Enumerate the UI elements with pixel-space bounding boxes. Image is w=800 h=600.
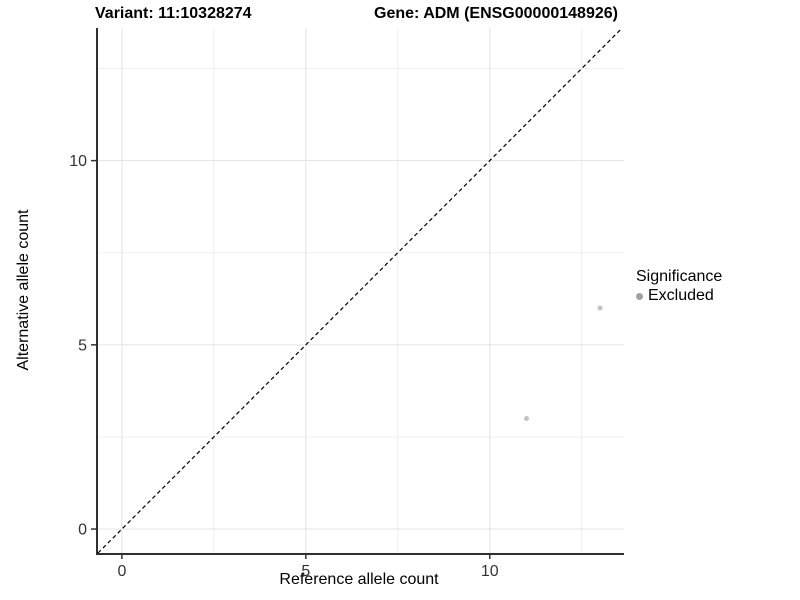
legend-item: Excluded — [636, 287, 722, 305]
legend-title: Significance — [636, 268, 723, 285]
x-tick-label: 10 — [481, 563, 499, 580]
scatter-plot-svg: 0 5 10 0 5 10 — [69, 27, 624, 580]
y-tick-label: 0 — [78, 522, 87, 539]
y-axis-title: Alternative allele count — [15, 209, 32, 371]
y-tick-label: 10 — [69, 153, 87, 170]
legend: Significance Excluded — [636, 268, 722, 305]
y-tick-label: 5 — [78, 337, 87, 354]
identity-line — [97, 27, 623, 554]
x-tick-label: 5 — [301, 563, 310, 580]
legend-key-dot-icon — [636, 292, 643, 300]
gene-title: Gene: ADM (ENSG00000148926) — [374, 5, 618, 22]
legend-item-label: Excluded — [648, 287, 714, 304]
data-point — [524, 416, 530, 422]
variant-title: Variant: 11:10328274 — [95, 5, 252, 22]
x-axis-title: Reference allele count — [279, 571, 439, 588]
x-tick-label: 0 — [117, 563, 126, 580]
legend-items: Excluded — [636, 287, 722, 305]
data-point — [597, 305, 603, 311]
plot-panel: 0 5 10 0 5 10 — [69, 27, 624, 580]
